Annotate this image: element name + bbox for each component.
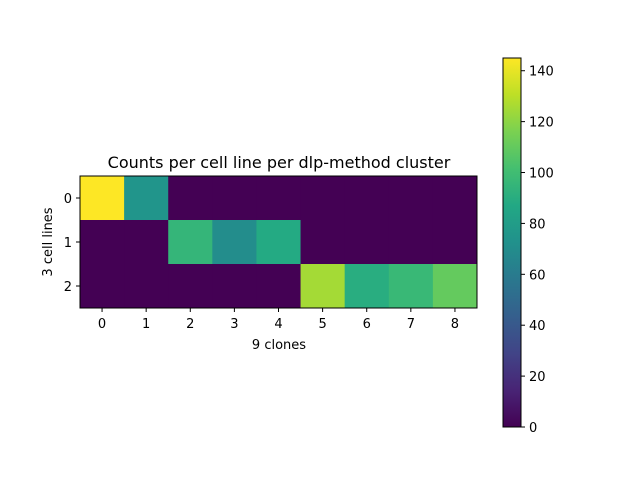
heatmap-cell <box>344 176 390 221</box>
colorbar-tick-label: 20 <box>529 370 546 385</box>
x-tick-label: 7 <box>407 317 415 332</box>
heatmap-cell <box>124 264 169 309</box>
heatmap-cell <box>432 176 478 221</box>
colorbar-axis: 0 20 40 60 80 100 120 140 <box>521 65 554 436</box>
heatmap-cell <box>168 264 213 309</box>
heatmap-cell <box>168 220 213 265</box>
heatmap-cell <box>344 264 390 309</box>
heatmap-cell <box>212 264 257 309</box>
y-tick-label: 0 <box>64 192 72 207</box>
colorbar-tick-label: 60 <box>529 268 546 283</box>
heatmap-cell <box>256 220 302 265</box>
x-tick-label: 4 <box>274 317 282 332</box>
heatmap-cell <box>80 176 125 221</box>
x-tick-label: 5 <box>318 317 326 332</box>
x-tick-label: 6 <box>363 317 371 332</box>
heatmap-cell <box>388 220 434 265</box>
x-tick-label: 8 <box>451 317 459 332</box>
y-tick-label: 2 <box>64 280 72 295</box>
heatmap-cell <box>212 220 257 265</box>
y-axis: 0 1 2 <box>64 192 80 295</box>
x-axis: 0 1 2 3 4 5 6 7 8 <box>98 308 459 332</box>
chart-title: Counts per cell line per dlp-method clus… <box>108 153 451 172</box>
heatmap-cell <box>388 264 434 309</box>
colorbar-tick-label: 0 <box>529 421 537 436</box>
colorbar-tick-label: 80 <box>529 217 546 232</box>
heatmap-cell <box>80 220 125 265</box>
x-tick-label: 3 <box>230 317 238 332</box>
x-axis-label: 9 clones <box>252 338 306 353</box>
heatmap-cell <box>256 264 302 309</box>
y-axis-label: 3 cell lines <box>41 207 56 276</box>
heatmap-cells <box>80 176 478 309</box>
heatmap-cell <box>300 176 346 221</box>
heatmap-cell <box>80 264 125 309</box>
y-tick-label: 1 <box>64 236 72 251</box>
heatmap-cell <box>212 176 257 221</box>
heatmap-cell <box>300 220 346 265</box>
x-tick-label: 2 <box>186 317 194 332</box>
heatmap-cell <box>168 176 213 221</box>
heatmap-cell <box>432 264 478 309</box>
heatmap-cell <box>256 176 302 221</box>
heatmap-cell <box>124 220 169 265</box>
x-tick-label: 1 <box>142 317 150 332</box>
colorbar-tick-label: 120 <box>529 116 554 131</box>
heatmap-cell <box>388 176 434 221</box>
heatmap-cell <box>432 220 478 265</box>
colorbar-tick-label: 140 <box>529 65 554 80</box>
heatmap-cell <box>344 220 390 265</box>
heatmap-cell <box>124 176 169 221</box>
colorbar-tick-label: 40 <box>529 319 546 334</box>
colorbar <box>502 57 522 428</box>
colorbar-tick-label: 100 <box>529 167 554 182</box>
x-tick-label: 0 <box>98 317 106 332</box>
heatmap-cell <box>300 264 346 309</box>
